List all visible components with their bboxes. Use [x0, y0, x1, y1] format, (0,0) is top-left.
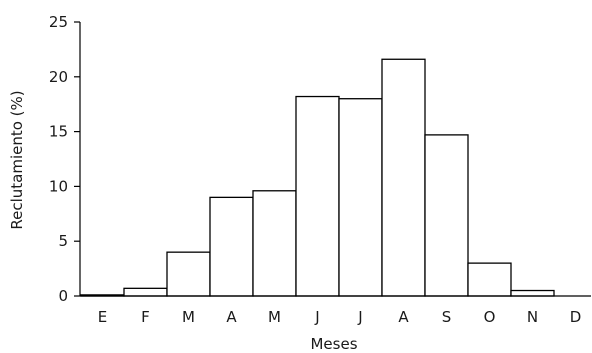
x-category-label: E [98, 308, 107, 326]
y-axis-title: Reclutamiento (%) [8, 90, 26, 229]
y-tick-label: 5 [58, 232, 68, 250]
y-tick-label: 10 [49, 177, 68, 195]
x-category-label: F [141, 308, 150, 326]
x-axis-title: Meses [310, 335, 357, 353]
x-category-label: J [357, 308, 362, 326]
y-tick-label: 0 [58, 287, 68, 305]
bar-10 [467, 262, 512, 297]
bar-6 [295, 95, 340, 297]
x-category-label: M [268, 308, 281, 326]
bar-9 [424, 134, 469, 297]
y-tick-label: 15 [49, 123, 68, 141]
x-category-label: J [314, 308, 319, 326]
bars-group [80, 58, 555, 297]
y-tick-label: 25 [49, 13, 68, 31]
y-tick-label: 20 [49, 68, 68, 86]
bar-5 [252, 190, 297, 297]
x-category-label: A [398, 308, 409, 326]
x-category-label: A [226, 308, 237, 326]
bar-7 [338, 98, 383, 297]
x-category-label: O [484, 308, 496, 326]
x-category-label: N [527, 308, 538, 326]
bar-3 [166, 251, 211, 297]
x-category-label: M [182, 308, 195, 326]
y-ticks-group: 0 5 10 15 20 25 [49, 13, 80, 305]
bar-4 [209, 196, 254, 297]
bar-2 [123, 287, 168, 297]
bar-11 [510, 289, 555, 297]
bar-8 [381, 58, 426, 297]
axes-group [79, 22, 591, 297]
x-category-label: D [570, 308, 582, 326]
x-category-label: S [442, 308, 452, 326]
